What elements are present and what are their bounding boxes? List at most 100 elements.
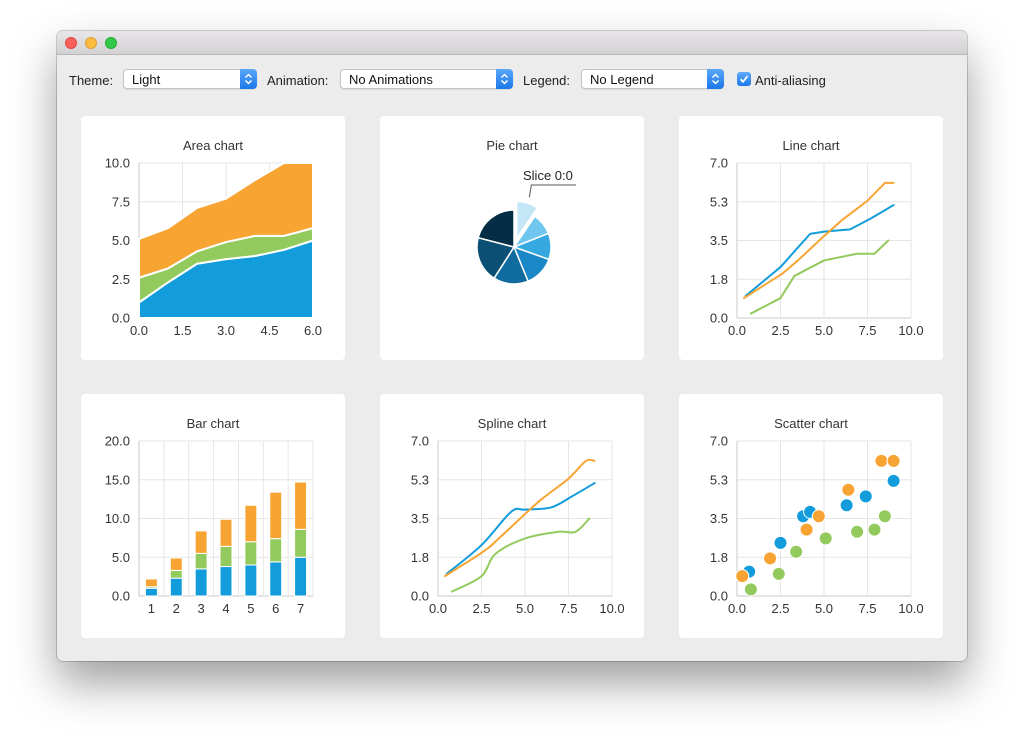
pie-chart-card: Pie chart Slice 0:0 <box>380 116 644 360</box>
scatter-point <box>839 498 854 513</box>
y-tick-label: 20.0 <box>105 434 130 449</box>
bar-segment <box>244 564 258 597</box>
y-tick-label: 5.3 <box>710 194 728 209</box>
chart-plot: 0.0 5.0 10.0 15.0 20.0 1 2 3 4 5 6 7 <box>105 434 314 616</box>
chart-title: Scatter chart <box>774 416 848 431</box>
x-tick-label: 3.0 <box>217 323 235 338</box>
bar-segment <box>169 557 183 571</box>
y-tick-label: 1.8 <box>411 550 429 565</box>
x-tick-label: 6 <box>272 601 279 616</box>
animation-combobox[interactable]: No Animations <box>340 69 513 89</box>
x-tick-label: 5.0 <box>815 323 833 338</box>
x-tick-label: 2 <box>173 601 180 616</box>
bar-chart-card: Bar chart 0.0 5.0 10.0 15.0 20.0 1 2 3 4 5 6 7 <box>81 394 345 638</box>
bar-segment <box>244 541 258 566</box>
y-tick-label: 1.8 <box>710 272 728 287</box>
chart-title: Bar chart <box>186 416 240 431</box>
slice-label-leader <box>528 184 576 198</box>
bar-segment <box>269 561 283 597</box>
area-series <box>138 162 314 280</box>
x-tick-label: 5.0 <box>516 601 534 616</box>
scatter-point <box>771 566 786 581</box>
bar-segment <box>244 504 258 543</box>
x-tick-label: 1 <box>148 601 155 616</box>
y-tick-label: 0.0 <box>710 311 728 326</box>
spline-series <box>450 517 591 593</box>
animation-label: Animation: <box>267 73 329 88</box>
updown-arrow-icon <box>240 69 257 89</box>
x-tick-label: 0.0 <box>728 601 746 616</box>
bar-segment <box>219 518 233 547</box>
y-tick-label: 2.5 <box>112 272 130 287</box>
legend-combobox[interactable]: No Legend <box>581 69 724 89</box>
y-tick-label: 7.0 <box>710 434 728 449</box>
bar-segment <box>194 552 208 570</box>
y-tick-label: 7.5 <box>112 194 130 209</box>
x-tick-label: 6.0 <box>304 323 322 338</box>
scatter-point <box>877 509 892 524</box>
scatter-point <box>886 453 901 468</box>
scatter-point <box>735 569 750 584</box>
theme-value: Light <box>132 72 161 87</box>
y-tick-label: 5.0 <box>112 550 130 565</box>
area-chart-card: Area chart 0.0 2.5 5.0 7.5 10.0 0.0 1.5 3.0 4.5 6… <box>81 116 345 360</box>
updown-arrow-icon <box>496 69 513 89</box>
toolbar: Theme: Light Animation: No Animations Le… <box>57 55 967 105</box>
y-tick-label: 5.3 <box>710 472 728 487</box>
scatter-point <box>818 531 833 546</box>
theme-combobox[interactable]: Light <box>123 69 257 89</box>
bar-segment <box>269 538 283 563</box>
checkmark-icon <box>739 75 749 84</box>
y-tick-label: 1.8 <box>710 550 728 565</box>
spline-series <box>445 482 596 575</box>
line-series <box>749 239 890 315</box>
y-tick-label: 5.3 <box>411 472 429 487</box>
chart-title: Spline chart <box>477 416 547 431</box>
chart-title: Area chart <box>183 138 243 153</box>
x-tick-label: 10.0 <box>898 601 923 616</box>
y-tick-label: 15.0 <box>105 472 130 487</box>
chart-title: Line chart <box>782 138 840 153</box>
scatter-point <box>789 544 804 559</box>
scatter-point <box>763 551 778 566</box>
scatter-chart-card: Scatter chart 0.0 1.8 3.5 5.3 7.0 0.0 2.5 5.0 7.… <box>679 394 943 638</box>
spline-chart-card: Spline chart 0.0 1.8 3.5 5.3 7.0 0.0 2.5 5.0 7.5… <box>380 394 644 638</box>
bar-segment <box>294 556 308 597</box>
x-tick-label: 3 <box>198 601 205 616</box>
x-tick-label: 7 <box>297 601 304 616</box>
app-window: Theme: Light Animation: No Animations Le… <box>57 31 967 661</box>
pie-slice <box>476 236 516 280</box>
antialiasing-checkbox[interactable] <box>737 72 751 86</box>
y-tick-label: 10.0 <box>105 156 130 171</box>
bar-segment <box>294 528 308 558</box>
bar-segment <box>269 491 283 540</box>
bar-segment <box>169 577 183 597</box>
pie-slice <box>515 200 539 241</box>
legend-label: Legend: <box>523 73 570 88</box>
x-tick-label: 5.0 <box>815 601 833 616</box>
scatter-point <box>811 509 826 524</box>
x-tick-label: 0.0 <box>429 601 447 616</box>
minimize-window-button[interactable] <box>85 37 97 49</box>
y-tick-label: 7.0 <box>411 434 429 449</box>
x-tick-label: 5 <box>247 601 254 616</box>
scatter-point <box>743 582 758 597</box>
close-window-button[interactable] <box>65 37 77 49</box>
x-tick-label: 7.5 <box>559 601 577 616</box>
zoom-window-button[interactable] <box>105 37 117 49</box>
chart-plot: 0.0 1.8 3.5 5.3 7.0 0.0 2.5 5.0 7.5 10.0 <box>710 156 924 339</box>
bar-segment <box>169 569 183 579</box>
x-tick-label: 7.5 <box>858 323 876 338</box>
line-chart-card: Line chart 0.0 1.8 3.5 5.3 7.0 0.0 2.5 5.0 7.5 10… <box>679 116 943 360</box>
y-tick-label: 0.0 <box>710 589 728 604</box>
x-tick-label: 1.5 <box>173 323 191 338</box>
bar-segment <box>219 545 233 568</box>
updown-arrow-icon <box>707 69 724 89</box>
x-tick-label: 4 <box>222 601 229 616</box>
x-tick-label: 2.5 <box>771 601 789 616</box>
bar-segment <box>144 587 158 597</box>
bar-segment <box>194 568 208 597</box>
slice-label: Slice 0:0 <box>523 168 573 183</box>
scatter-point <box>799 522 814 537</box>
y-tick-label: 0.0 <box>112 589 130 604</box>
